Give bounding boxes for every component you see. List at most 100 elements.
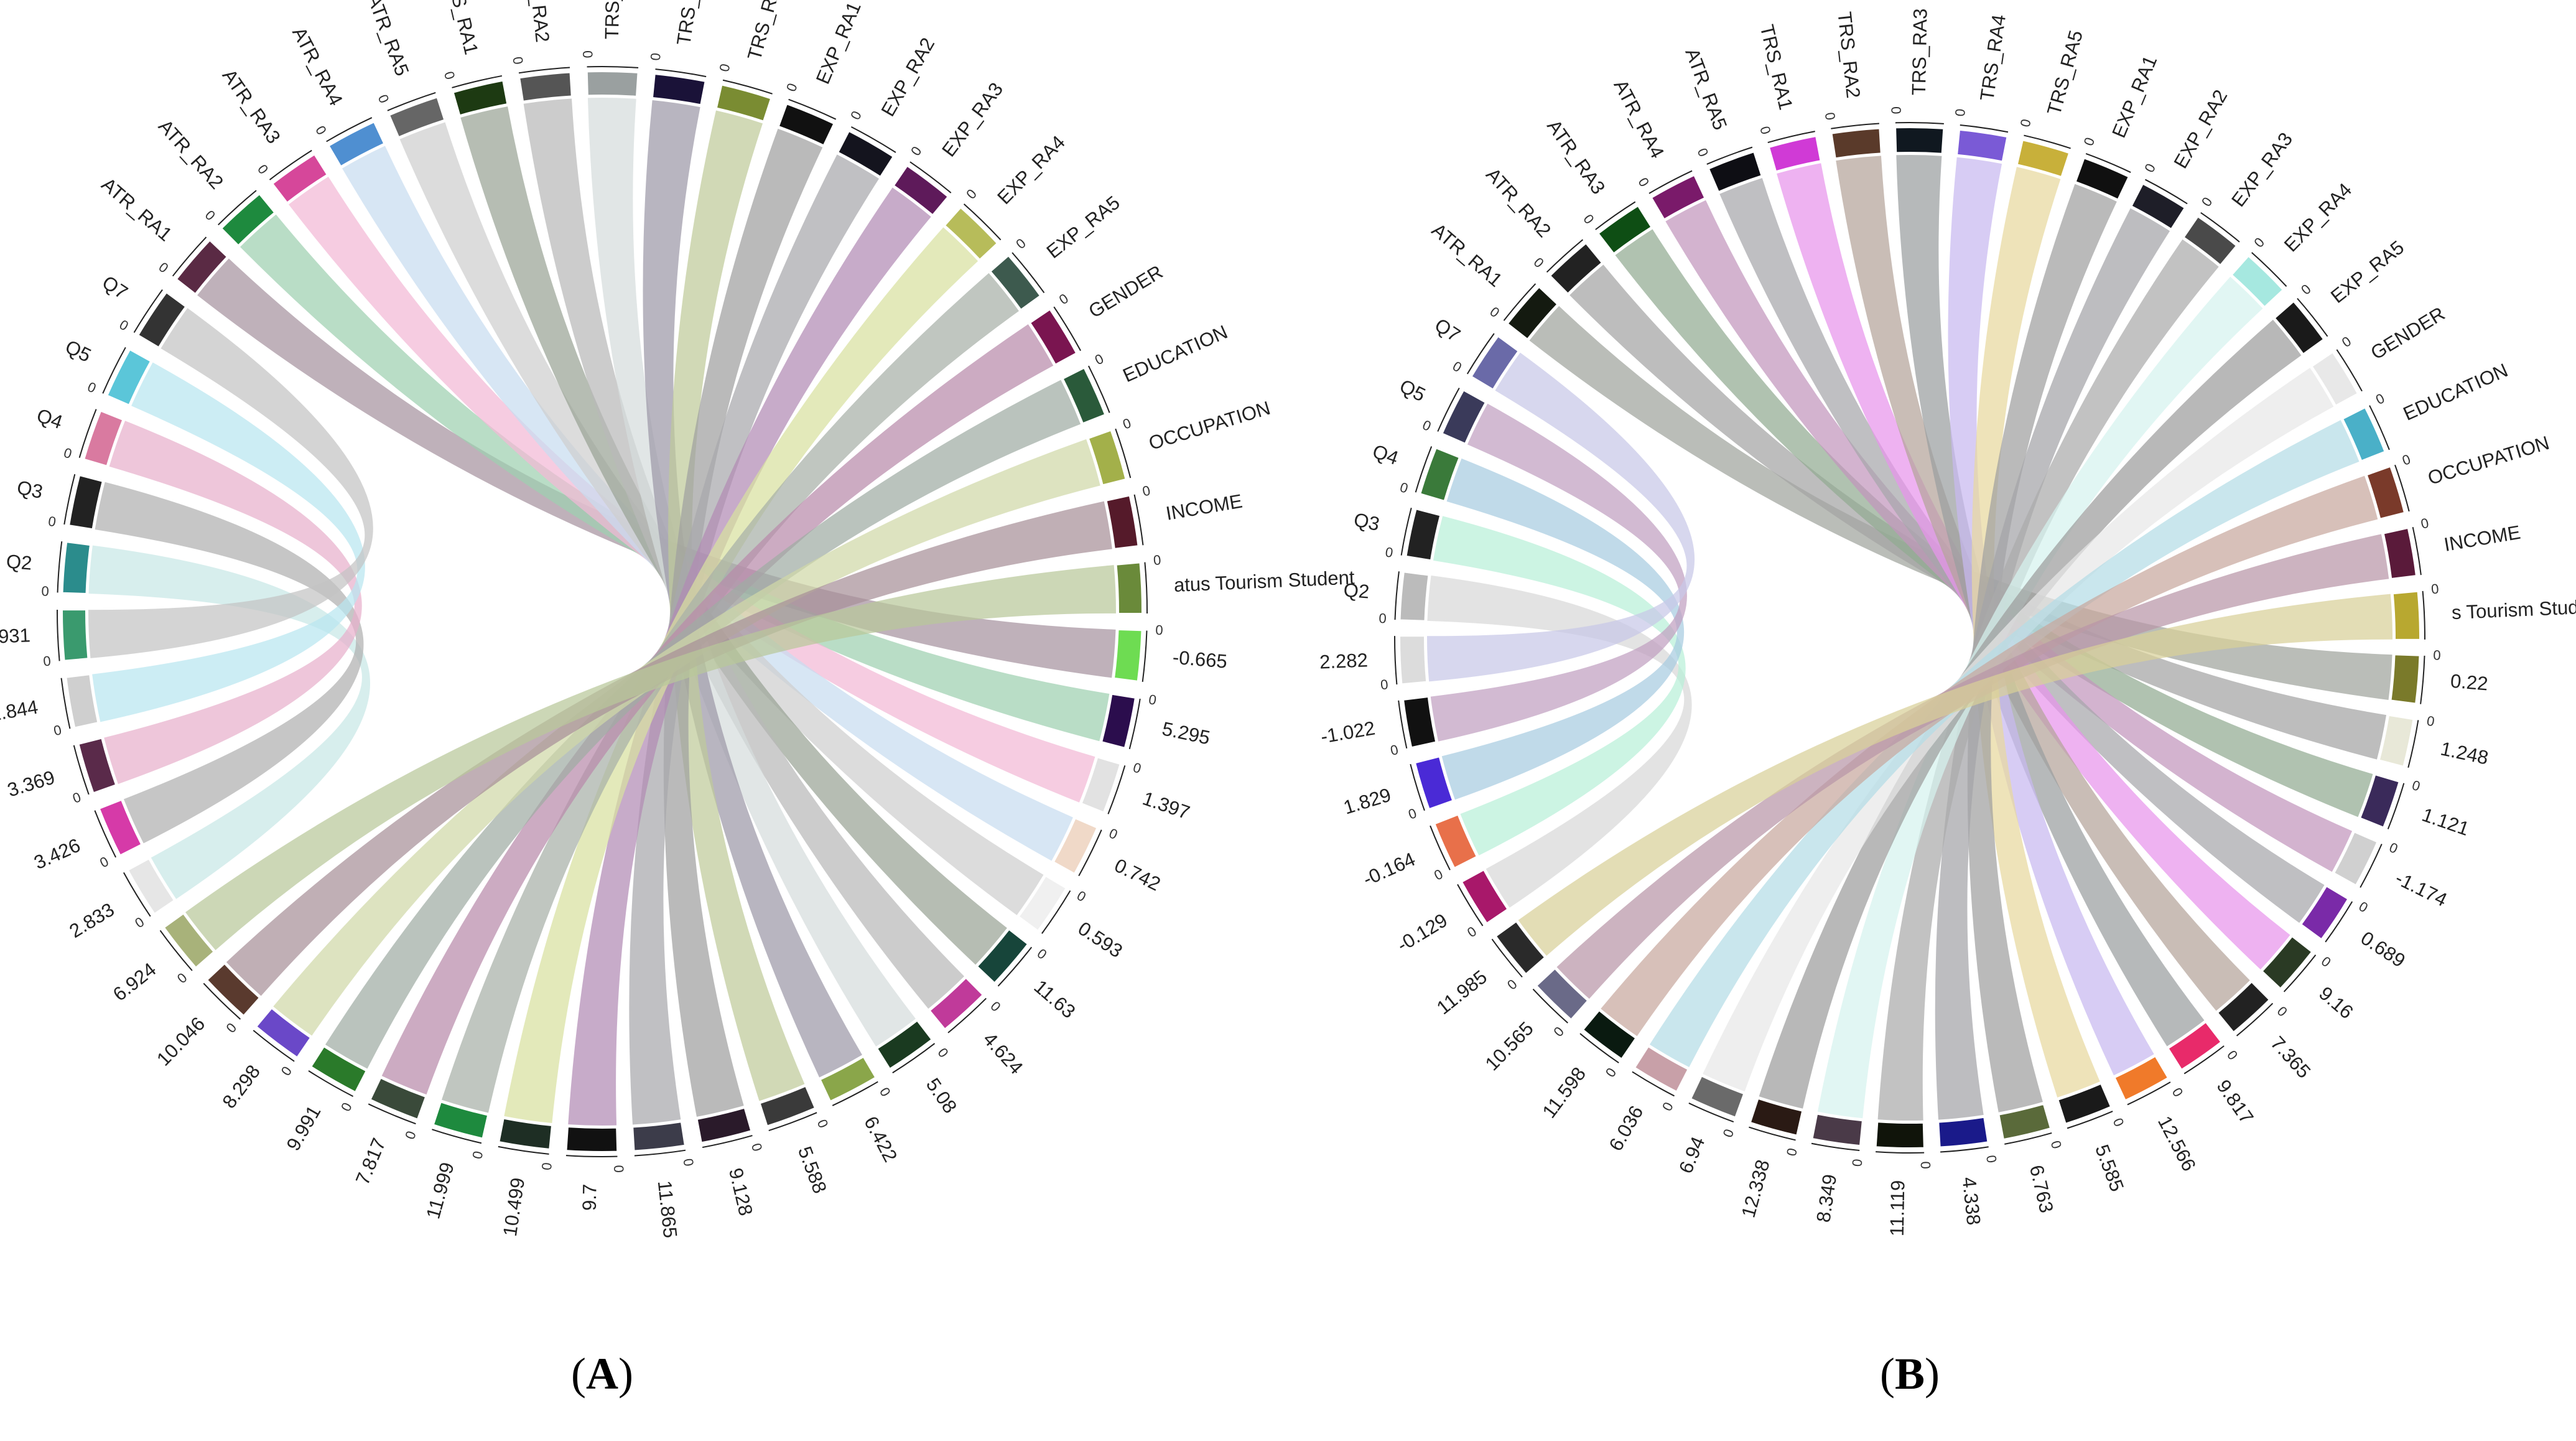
label-source-b-2: 1.121 — [2419, 804, 2472, 840]
label-source-a-10: 9.128 — [725, 1166, 757, 1218]
tick-zero-a-16: 0 — [847, 108, 865, 122]
tick-axis-a-19 — [1011, 252, 1045, 294]
label-target-a-19: EXP_RA5 — [1043, 192, 1124, 263]
segment-source-a-1 — [1100, 693, 1136, 749]
label-target-b-7: ATR_RA3 — [1543, 116, 1609, 198]
label-source-b-6: 7.365 — [2266, 1032, 2315, 1083]
label-source-a-1: 5.295 — [1160, 717, 1212, 748]
chord-b-3 — [1665, 200, 2353, 872]
label-target-b-11: TRS_RA2 — [1833, 11, 1864, 99]
tick-axis-b-13 — [1960, 124, 2009, 133]
segment-target-a-11 — [519, 72, 572, 102]
tick-axis-b-20 — [2336, 349, 2363, 392]
tick-zero-b-11: 0 — [1822, 111, 1839, 121]
chord-b-9 — [1971, 167, 2100, 1098]
tick-zero-b-20: 0 — [2339, 333, 2354, 351]
segment-target-b-3 — [1441, 389, 1487, 445]
label-source-b-20: -0.129 — [1393, 909, 1451, 956]
chord-a-3 — [342, 146, 1073, 861]
label-target-a-5: ATR_RA1 — [98, 174, 177, 246]
tick-axis-a-35 — [702, 1135, 753, 1149]
tick-zero-a-1: 0 — [47, 513, 57, 530]
chord-b-20 — [1427, 576, 1692, 908]
label-source-a-5: 11.63 — [1030, 976, 1080, 1023]
label-source-a-19: 6.924 — [109, 958, 160, 1005]
label-source-a-17: 8.298 — [218, 1061, 264, 1112]
tick-axis-b-31 — [2236, 1002, 2274, 1037]
label-target-a-7: ATR_RA3 — [218, 65, 285, 148]
tick-axis-a-0 — [57, 541, 63, 593]
tick-axis-b-16 — [2145, 179, 2188, 205]
panel-label-b: (B) — [1880, 1349, 1940, 1399]
tick-axis-a-25 — [1142, 630, 1148, 682]
label-target-b-21: EDUCATION — [2400, 359, 2511, 425]
label-target-a-0: Q2 — [6, 550, 33, 574]
label-target-b-12: TRS_RA3 — [1908, 8, 1932, 95]
tick-zero-b-42: 0 — [1602, 1065, 1620, 1080]
label-source-a-3: 0.742 — [1111, 854, 1164, 895]
chord-b-18 — [1556, 534, 2389, 999]
segment-target-a-14 — [715, 84, 772, 122]
tick-zero-b-34: 0 — [2110, 1116, 2127, 1129]
tick-axis-a-16 — [850, 126, 896, 153]
label-target-a-23: INCOME — [1165, 490, 1244, 525]
label-target-b-4: Q7 — [1431, 314, 1464, 346]
segment-target-a-7 — [271, 154, 328, 203]
tick-axis-a-23 — [1133, 494, 1144, 546]
tick-axis-a-28 — [1078, 829, 1102, 877]
chord-b-19 — [1518, 594, 2392, 956]
segment-target-b-19 — [2274, 301, 2325, 355]
chord-b-12 — [1877, 239, 2219, 1121]
chord-b-1 — [1569, 264, 2387, 760]
chord-b-23 — [1430, 403, 1687, 742]
label-source-b-0: 0.22 — [2450, 670, 2489, 695]
tick-zero-b-44: 0 — [1504, 976, 1520, 993]
tick-zero-a-43: 0 — [223, 1020, 239, 1036]
tick-zero-a-15: 0 — [783, 81, 801, 93]
tick-zero-a-38: 0 — [539, 1162, 555, 1171]
segment-target-b-5 — [1507, 286, 1558, 340]
tick-axis-b-42 — [1579, 1033, 1619, 1064]
tick-axis-a-11 — [518, 67, 570, 74]
tick-zero-a-28: 0 — [1107, 825, 1120, 842]
tick-axis-b-38 — [1811, 1142, 1860, 1152]
tick-axis-b-5 — [1503, 283, 1537, 321]
segment-source-a-18 — [206, 963, 261, 1017]
label-target-a-20: GENDER — [1085, 261, 1167, 322]
label-target-b-3: Q5 — [1396, 375, 1429, 406]
segment-target-a-2 — [83, 410, 124, 467]
segment-target-a-8 — [328, 121, 385, 167]
tick-zero-a-19: 0 — [1013, 235, 1029, 252]
label-target-a-17: EXP_RA3 — [937, 78, 1007, 161]
tick-zero-b-24: 0 — [2430, 581, 2439, 597]
tick-zero-b-14: 0 — [2017, 118, 2034, 128]
segment-source-a-8 — [819, 1056, 876, 1103]
segment-source-b-10 — [1998, 1103, 2052, 1140]
chord-panel-b: 0 Q2 0 Q3 0 Q4 0 Q5 0 Q7 0 ATR_RA1 0 ATR_RA2 0 ATR_RA3 0… — [1319, 8, 2576, 1236]
label-target-a-16: EXP_RA2 — [876, 34, 939, 120]
segment-source-b-18 — [1535, 968, 1589, 1020]
tick-axis-a-14 — [722, 79, 773, 95]
tick-axis-a-39 — [432, 1129, 482, 1144]
label-target-a-9: ATR_RA5 — [363, 0, 414, 79]
chord-a-9 — [668, 110, 805, 1101]
segment-target-a-19 — [990, 254, 1041, 310]
chord-a-2 — [289, 177, 1095, 803]
tick-axis-a-40 — [368, 1103, 416, 1125]
segment-source-a-5 — [976, 928, 1029, 984]
label-target-a-12: TRS_RA3 — [601, 0, 625, 39]
segment-source-a-14 — [432, 1101, 489, 1139]
chord-a-7 — [587, 98, 916, 1047]
tick-axis-a-38 — [498, 1145, 549, 1155]
tick-zero-a-31: 0 — [987, 998, 1003, 1014]
chord-a-4 — [399, 122, 1044, 915]
tick-zero-a-44: 0 — [174, 969, 190, 986]
tick-axis-b-47 — [1410, 763, 1425, 811]
segment-source-b-17 — [1582, 1009, 1637, 1060]
tick-zero-b-22: 0 — [2400, 451, 2412, 469]
tick-zero-b-0: 0 — [1379, 610, 1387, 626]
chord-b-10 — [1967, 184, 2117, 1112]
panel-label-a: (A) — [571, 1349, 633, 1399]
tick-zero-b-26: 0 — [2425, 713, 2435, 730]
